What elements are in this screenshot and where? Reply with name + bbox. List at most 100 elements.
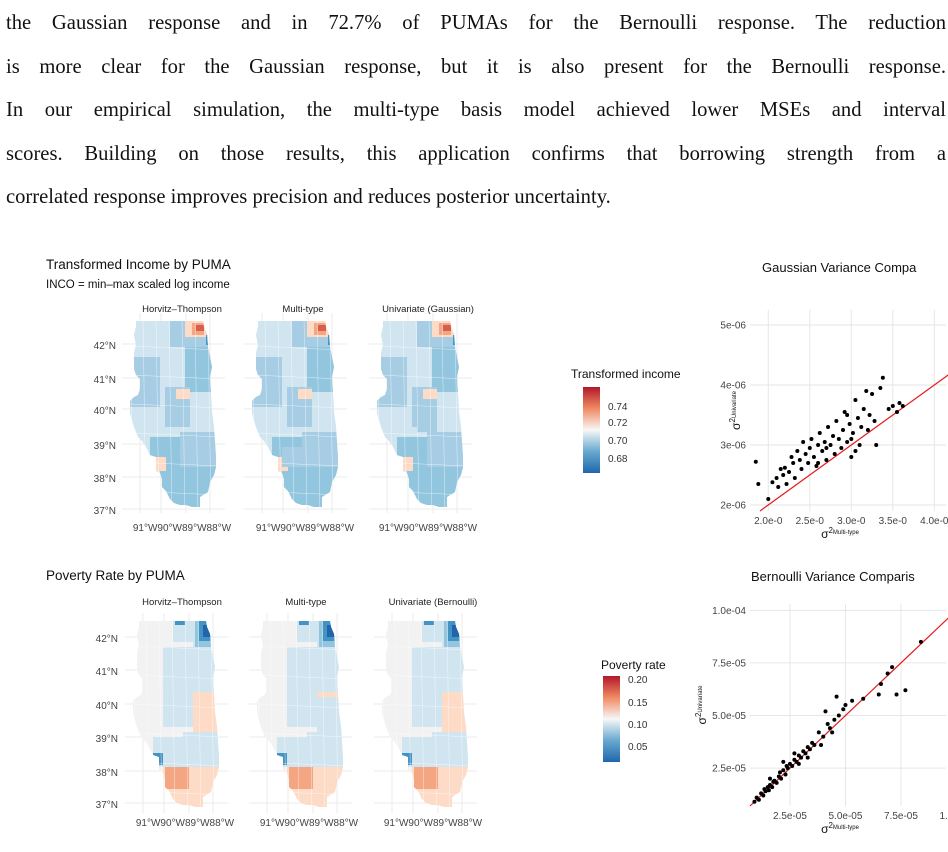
scatter-point bbox=[834, 694, 839, 699]
puma-region bbox=[163, 687, 193, 727]
scatter-point bbox=[770, 785, 775, 790]
scatter-point bbox=[878, 386, 883, 390]
scatter-point bbox=[774, 780, 779, 785]
scatter-point bbox=[880, 375, 885, 380]
scatter-point bbox=[836, 713, 841, 718]
puma-region bbox=[427, 432, 463, 467]
y-tick-label: 2.5e-05 bbox=[712, 764, 746, 775]
paragraph-line: the Gaussian response and in 72.7% of PU… bbox=[6, 12, 946, 34]
scatter-point bbox=[816, 461, 821, 465]
puma-region bbox=[130, 407, 165, 437]
puma-region bbox=[318, 325, 326, 331]
scatter-point bbox=[791, 461, 796, 465]
lat-tick-label: 38°N bbox=[94, 474, 116, 485]
scatter-point bbox=[816, 443, 821, 447]
puma-region bbox=[133, 657, 163, 707]
scatter-point bbox=[774, 476, 779, 480]
lat-tick-label: 37°N bbox=[94, 506, 116, 517]
scatter-point bbox=[776, 485, 781, 489]
scatter-point bbox=[792, 476, 797, 480]
poverty-legend: Poverty rate 0.20 0.15 0.10 0.05 bbox=[601, 658, 666, 762]
scatter-point bbox=[782, 465, 787, 470]
income-legend-label: 0.70 bbox=[608, 436, 628, 447]
scatter-point bbox=[834, 419, 839, 423]
facet-label-horvitz-thompson: Horvitz–Thompson bbox=[142, 304, 222, 315]
scatter-point bbox=[785, 766, 790, 771]
puma-region bbox=[180, 432, 216, 467]
scatter-point bbox=[819, 742, 824, 747]
puma-region bbox=[299, 621, 309, 625]
scatter-title: Gaussian Variance Compa bbox=[762, 260, 917, 275]
scatter-point bbox=[839, 446, 844, 450]
puma-region bbox=[160, 347, 185, 387]
scatter-point bbox=[820, 449, 825, 453]
scatter-point bbox=[843, 703, 848, 707]
scatter-point bbox=[836, 437, 841, 441]
scatter-point bbox=[789, 455, 794, 459]
scatter-point bbox=[824, 446, 829, 450]
scatter-point bbox=[779, 776, 784, 781]
scatter-point bbox=[783, 772, 788, 777]
lat-tick-label: 42°N bbox=[96, 634, 118, 645]
income-panel-title: Transformed Income by PUMA bbox=[46, 257, 231, 272]
lat-tick-label: 39°N bbox=[96, 734, 118, 745]
scatter-point bbox=[823, 709, 828, 714]
identity-reference-line bbox=[749, 617, 948, 807]
puma-region bbox=[377, 357, 407, 407]
scatter-point bbox=[845, 413, 850, 417]
puma-region bbox=[407, 347, 432, 387]
y-tick-label: 5e-06 bbox=[720, 321, 746, 332]
puma-region bbox=[282, 447, 302, 467]
scatter-point bbox=[801, 440, 806, 444]
puma-region bbox=[317, 642, 343, 692]
puma-region bbox=[437, 392, 463, 432]
puma-region bbox=[287, 687, 317, 727]
scatter-point bbox=[885, 671, 890, 676]
scatter-point bbox=[900, 404, 905, 408]
puma-region bbox=[424, 621, 434, 625]
scatter-point bbox=[832, 452, 837, 456]
scatter-point bbox=[827, 726, 832, 731]
scatter-point bbox=[795, 449, 800, 453]
income-colorbar bbox=[583, 387, 600, 473]
puma-region bbox=[317, 697, 343, 737]
puma-region bbox=[312, 392, 338, 432]
scatter-point bbox=[796, 761, 801, 766]
x-tick-label: 2.0e-0 bbox=[754, 516, 783, 527]
scatter-point bbox=[897, 401, 902, 405]
y-tick-label: 1.0e-04 bbox=[712, 606, 746, 617]
gaussian-variance-scatter: Gaussian Variance Compa 2e-06 3e-06 4e-06 5e… bbox=[720, 260, 948, 541]
y-axis-label: σ2Univariate bbox=[728, 390, 743, 430]
puma-region bbox=[407, 467, 463, 507]
scatter-point bbox=[790, 764, 795, 769]
scatter-point bbox=[894, 692, 899, 697]
scatter-point bbox=[752, 799, 757, 804]
lat-tick-label: 40°N bbox=[96, 701, 118, 712]
puma-region bbox=[442, 642, 468, 692]
scatter-point bbox=[781, 768, 786, 773]
scatter-point bbox=[853, 449, 858, 453]
facet-label-univariate-bernoulli: Univariate (Bernoulli) bbox=[389, 597, 478, 608]
scatter-point bbox=[805, 755, 810, 760]
scatter-point bbox=[841, 707, 846, 712]
poverty-legend-title: Poverty rate bbox=[601, 658, 666, 672]
identity-reference-line bbox=[759, 374, 948, 512]
puma-region bbox=[289, 767, 313, 789]
scatter-point bbox=[778, 467, 783, 471]
choropleth-map bbox=[249, 613, 352, 813]
body-paragraph: the Gaussian response and in 72.7% of PU… bbox=[6, 2, 946, 220]
x-tick-label: 4.0e-0 bbox=[920, 516, 948, 527]
scatter-point bbox=[859, 425, 864, 429]
scatter-point bbox=[874, 443, 879, 447]
scatter-point bbox=[831, 434, 836, 438]
scatter-point bbox=[864, 389, 869, 393]
poverty-panel-title: Poverty Rate by PUMA bbox=[46, 568, 185, 583]
scatter-point bbox=[903, 688, 908, 693]
scatter-title: Bernoulli Variance Comparis bbox=[751, 569, 915, 584]
scatter-point bbox=[756, 482, 761, 486]
puma-region bbox=[287, 647, 317, 687]
puma-region bbox=[196, 325, 204, 331]
paragraph-line: is more clear for the Gaussian response,… bbox=[6, 55, 946, 78]
scatter-point bbox=[865, 428, 870, 432]
